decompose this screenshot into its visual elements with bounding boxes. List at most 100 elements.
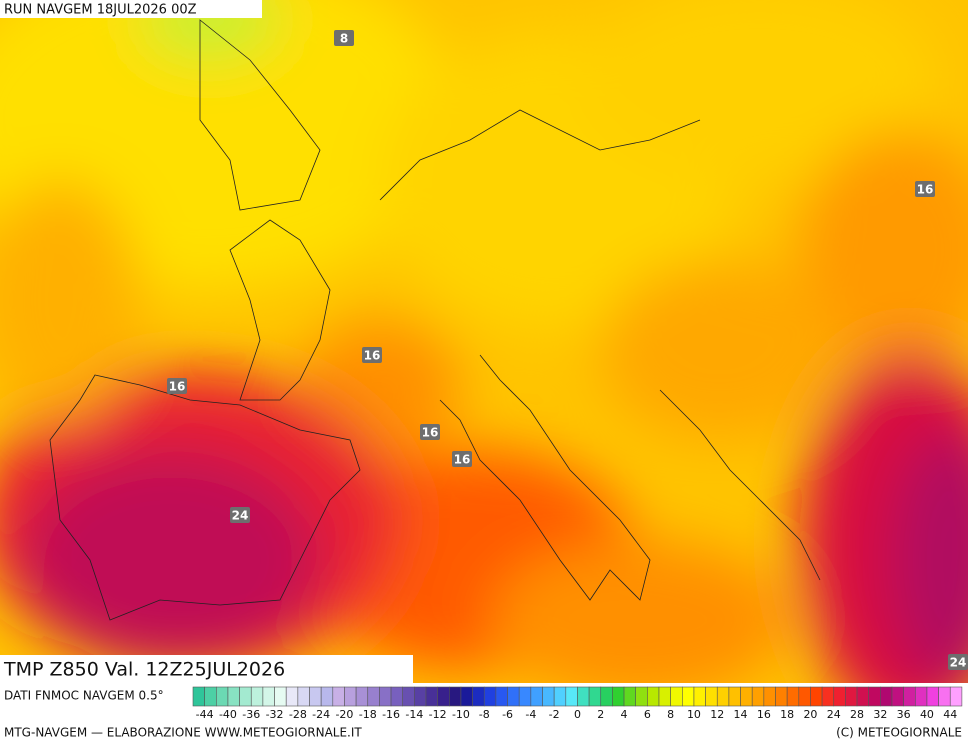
color-swatch [274,686,287,707]
scale-tick-label: -36 [242,708,260,721]
scale-tick-label: 12 [710,708,724,721]
color-swatch [798,686,811,707]
scale-tick-label: -32 [266,708,284,721]
color-swatch [577,686,590,707]
color-swatch [448,686,462,707]
run-label: RUN NAVGEM 18JUL2026 00Z [4,3,197,18]
color-swatch [425,686,438,707]
contour-label: 16 [915,181,935,197]
coastline [229,219,331,401]
color-swatch [740,686,753,707]
contour-label: 16 [167,378,187,394]
color-swatch [262,686,275,707]
color-swatch [355,686,369,707]
coastline [659,389,821,581]
contour-label-box [167,378,187,394]
map-title: TMP Z850 Val. 12Z25JUL2026 [3,659,285,681]
color-swatch [344,686,357,707]
color-swatch [518,686,532,707]
contour-label-text: 16 [364,349,381,363]
contour-label-box [362,347,382,363]
color-swatch [495,686,508,707]
scale-tick-label: 14 [734,708,748,721]
color-swatch [949,686,963,707]
scale-tick-label: -28 [289,708,307,721]
scale-tick-label: -16 [382,708,400,721]
color-swatch [880,686,893,707]
color-swatch [786,686,800,707]
contour-label: 16 [362,347,382,363]
temperature-field [0,0,968,683]
color-swatch [285,686,299,707]
title-box [0,655,413,683]
color-swatch [856,686,869,707]
color-swatch [530,686,543,707]
contour-labels: 8 16 16 16 16 16 24 24 [167,30,968,670]
color-swatch [763,686,776,707]
contour-label: 8 [334,30,354,46]
contour-label: 16 [420,424,440,440]
contour-label: 24 [948,654,968,670]
color-swatch [367,686,380,707]
color-swatch [914,686,928,707]
color-swatch [693,686,706,707]
color-swatch [903,686,916,707]
color-swatch [681,686,695,707]
scale-tick-label: 4 [621,708,628,721]
color-swatch [705,686,718,707]
color-swatch [810,686,823,707]
color-swatch [926,686,939,707]
scale-tick-label: 40 [920,708,934,721]
color-swatch [216,686,229,707]
color-swatch [612,686,625,707]
color-swatch [204,686,217,707]
color-swatch [460,686,473,707]
color-swatch [845,686,858,707]
color-swatch [716,686,730,707]
color-scale: -44 -40 -36 -32 -28 -24 -20 -18 -16 -14 -12 -10 -8 -6… [192,686,963,721]
scale-tick-label: 10 [687,708,701,721]
contour-label-box [915,181,935,197]
color-swatch [600,686,613,707]
color-swatch [647,686,660,707]
scale-tick-label: 0 [574,708,581,721]
contour-label-text: 8 [340,32,348,46]
color-swatch [670,686,683,707]
color-swatch [833,686,846,707]
color-swatch [309,686,322,707]
color-swatch [542,686,555,707]
header-box [0,0,262,18]
contour-label-box [452,451,472,467]
contour-label-text: 16 [169,380,186,394]
scale-tick-label: -40 [219,708,237,721]
color-swatch [437,686,450,707]
color-swatch [402,686,415,707]
source-label: DATI FNMOC NAVGEM 0.5° [4,689,164,703]
scale-tick-label: -14 [405,708,423,721]
contour-label-box [948,654,968,670]
scale-tick-label: -4 [525,708,536,721]
color-swatch [821,686,835,707]
color-swatch [472,686,485,707]
contour-label-text: 24 [232,509,249,523]
color-swatch [891,686,904,707]
color-swatch [635,686,648,707]
scale-tick-label: -44 [196,708,214,721]
scale-tick-label: 6 [644,708,651,721]
scale-tick-label: 24 [827,708,841,721]
contour-label-text: 16 [917,183,934,197]
contour-label-box [420,424,440,440]
color-swatch [565,686,578,707]
color-swatch [239,686,252,707]
coastline [199,19,321,211]
footer-left: MTG-NAVGEM — ELABORAZIONE WWW.METEOGIORN… [4,726,362,740]
color-swatch [751,686,765,707]
scale-tick-label: 20 [803,708,817,721]
color-swatch [775,686,788,707]
coastline [49,374,361,621]
scale-tick-label: 28 [850,708,864,721]
contour-label: 16 [452,451,472,467]
color-swatch [588,686,602,707]
scale-tick-label: -8 [479,708,490,721]
